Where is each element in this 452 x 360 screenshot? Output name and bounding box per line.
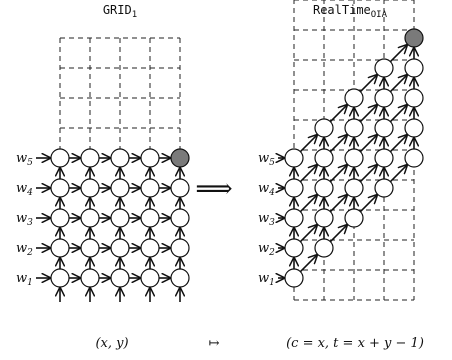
right-row-label-2: w2 <box>258 241 275 258</box>
right-node <box>344 178 364 198</box>
left-node <box>170 268 190 288</box>
left-node <box>140 208 160 228</box>
right-node <box>284 208 304 228</box>
left-node <box>110 268 130 288</box>
left-node <box>80 148 100 168</box>
right-row-label-5: w5 <box>258 151 275 168</box>
right-edge-diagonal <box>299 225 317 243</box>
left-dashed-grid <box>59 37 181 159</box>
left-title: GRID1 <box>103 3 137 20</box>
left-node <box>170 178 190 198</box>
left-node <box>140 178 160 198</box>
right-node <box>374 118 394 138</box>
right-node <box>284 178 304 198</box>
right-node <box>404 88 424 108</box>
right-edge-diagonal <box>359 165 377 183</box>
right-edge-diagonal <box>299 255 317 273</box>
left-node <box>80 268 100 288</box>
left-row-label-5: w5 <box>16 151 33 168</box>
left-node <box>50 238 70 258</box>
right-edge-diagonal <box>329 165 347 183</box>
right-edge-diagonal <box>299 165 317 183</box>
right-node <box>314 148 334 168</box>
right-title: RealTimeOIA <box>313 3 388 20</box>
right-edge-diagonal <box>359 105 377 123</box>
left-node <box>50 148 70 168</box>
mapping-left: (x, y) <box>95 336 128 351</box>
mapping-arrow: ↦ <box>209 336 220 351</box>
left-node <box>50 178 70 198</box>
right-row-label-3: w3 <box>258 211 275 228</box>
right-edge-diagonal <box>329 135 347 153</box>
left-node <box>80 208 100 228</box>
right-edge-diagonal <box>329 195 347 213</box>
left-node <box>80 178 100 198</box>
left-row-label-1: w1 <box>16 271 33 288</box>
left-node <box>170 238 190 258</box>
right-node <box>284 148 304 168</box>
right-node <box>374 58 394 78</box>
right-node <box>344 148 364 168</box>
left-node <box>110 178 130 198</box>
right-node <box>314 208 334 228</box>
right-edge-diagonal <box>389 135 407 153</box>
right-node <box>404 58 424 78</box>
left-edges <box>36 158 180 302</box>
mapping-right: (c = x, t = x + y − 1) <box>286 336 424 351</box>
left-node <box>140 268 160 288</box>
right-edge-diagonal <box>299 135 317 153</box>
right-edge-diagonal <box>389 105 407 123</box>
right-edge-diagonal <box>359 195 377 213</box>
right-edge-diagonal <box>359 75 377 93</box>
left-node <box>80 238 100 258</box>
left-row-labels: w5 w4 w3 w2 w1 <box>16 151 33 288</box>
left-row-label-4: w4 <box>16 181 33 198</box>
right-row-label-4: w4 <box>258 181 275 198</box>
right-node <box>344 88 364 108</box>
right-row-label-1: w1 <box>258 271 275 288</box>
right-edge-diagonal <box>389 165 407 183</box>
right-node <box>374 178 394 198</box>
left-node <box>110 148 130 168</box>
left-row-label-3: w3 <box>16 211 33 228</box>
right-edges <box>278 45 414 278</box>
right-edge-diagonal <box>329 105 347 123</box>
right-edge-diagonal <box>359 135 377 153</box>
right-node <box>404 28 424 48</box>
right-node <box>314 118 334 138</box>
right-edge-diagonal <box>329 225 347 243</box>
left-node <box>110 208 130 228</box>
left-node <box>50 208 70 228</box>
left-node <box>50 268 70 288</box>
right-node <box>284 238 304 258</box>
left-node <box>170 148 190 168</box>
right-node <box>404 118 424 138</box>
left-row-label-2: w2 <box>16 241 33 258</box>
right-node <box>314 238 334 258</box>
right-node <box>314 178 334 198</box>
left-node <box>170 208 190 228</box>
transform-arrow: ⟹ <box>195 174 232 204</box>
left-nodes <box>50 148 190 288</box>
left-node <box>140 148 160 168</box>
right-node <box>374 148 394 168</box>
left-node <box>110 238 130 258</box>
right-edge-diagonal <box>389 45 407 63</box>
right-edge-diagonal <box>299 195 317 213</box>
right-node <box>374 88 394 108</box>
right-nodes <box>284 28 424 288</box>
right-node <box>344 208 364 228</box>
right-node <box>404 148 424 168</box>
right-row-labels: w5 w4 w3 w2 w1 <box>258 151 275 288</box>
left-node <box>140 238 160 258</box>
right-node <box>284 268 304 288</box>
right-node <box>344 118 364 138</box>
right-edge-diagonal <box>389 75 407 93</box>
